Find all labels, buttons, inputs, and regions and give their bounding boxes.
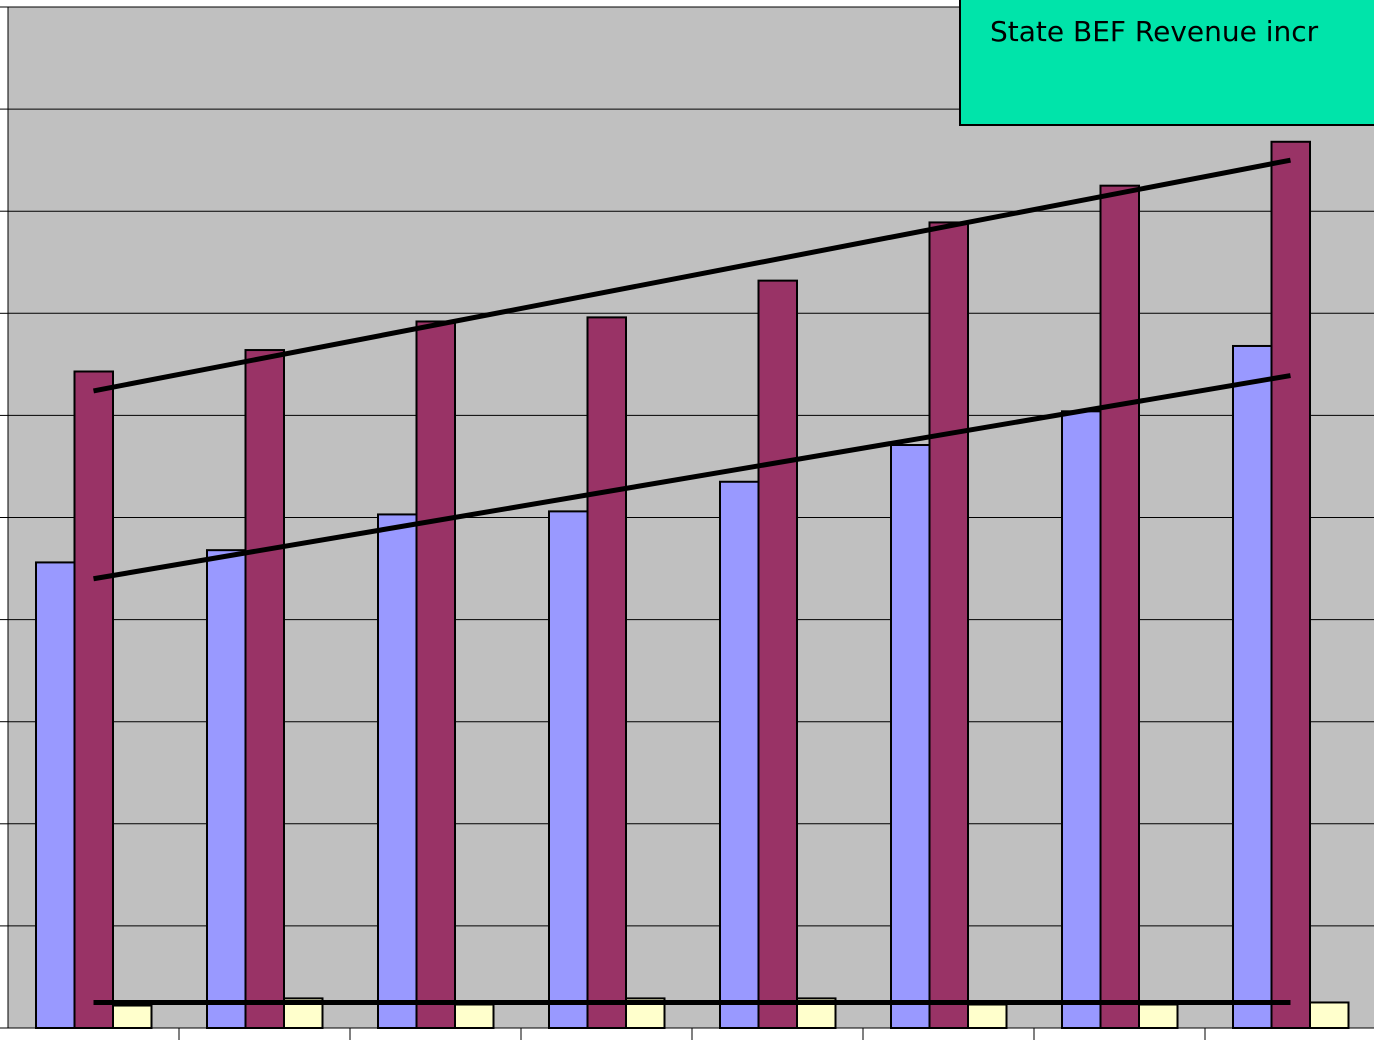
- bar: [377, 513, 418, 1029]
- bar: [548, 510, 589, 1029]
- bar: [206, 549, 247, 1029]
- bar: [35, 561, 76, 1029]
- bar: [73, 370, 114, 1029]
- bar: [1232, 344, 1273, 1029]
- bar: [415, 320, 456, 1029]
- bar: [454, 1003, 495, 1030]
- bar: [244, 349, 285, 1029]
- bar: [967, 1003, 1008, 1030]
- bar: [757, 279, 798, 1029]
- trend-line: [93, 373, 1291, 582]
- bar: [1138, 1003, 1179, 1030]
- bar: [1061, 410, 1102, 1030]
- bar: [586, 316, 627, 1030]
- bar: [1099, 184, 1140, 1030]
- bar: [890, 444, 931, 1030]
- bar: [719, 480, 760, 1029]
- bar: [1270, 140, 1311, 1030]
- trend-line: [93, 157, 1291, 394]
- bar: [1309, 1001, 1350, 1029]
- bar: [112, 1004, 153, 1030]
- annotation: State BEF Revenue incr: [990, 15, 1319, 48]
- annotation-box: [959, 0, 1374, 126]
- bar: [928, 221, 969, 1029]
